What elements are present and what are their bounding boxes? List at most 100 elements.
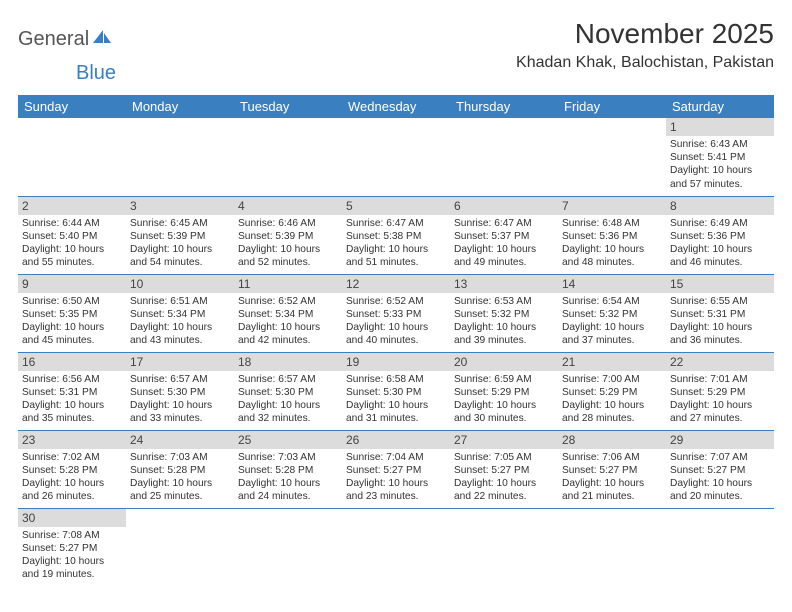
day-details: Sunrise: 6:54 AMSunset: 5:32 PMDaylight:…	[558, 293, 666, 350]
calendar-empty-cell	[558, 118, 666, 196]
calendar-day-cell: 24Sunrise: 7:03 AMSunset: 5:28 PMDayligh…	[126, 430, 234, 508]
calendar-day-cell: 4Sunrise: 6:46 AMSunset: 5:39 PMDaylight…	[234, 196, 342, 274]
calendar-row: 1Sunrise: 6:43 AMSunset: 5:41 PMDaylight…	[18, 118, 774, 196]
calendar-day-cell: 21Sunrise: 7:00 AMSunset: 5:29 PMDayligh…	[558, 352, 666, 430]
day-number: 26	[342, 431, 450, 449]
day-details: Sunrise: 6:52 AMSunset: 5:33 PMDaylight:…	[342, 293, 450, 350]
day-details: Sunrise: 6:47 AMSunset: 5:38 PMDaylight:…	[342, 215, 450, 272]
calendar-empty-cell	[126, 118, 234, 196]
day-number: 15	[666, 275, 774, 293]
calendar-day-cell: 25Sunrise: 7:03 AMSunset: 5:28 PMDayligh…	[234, 430, 342, 508]
day-details: Sunrise: 6:43 AMSunset: 5:41 PMDaylight:…	[666, 136, 774, 193]
day-details: Sunrise: 7:00 AMSunset: 5:29 PMDaylight:…	[558, 371, 666, 428]
calendar-empty-cell	[342, 118, 450, 196]
day-details: Sunrise: 7:07 AMSunset: 5:27 PMDaylight:…	[666, 449, 774, 506]
day-number: 3	[126, 197, 234, 215]
calendar-day-cell: 1Sunrise: 6:43 AMSunset: 5:41 PMDaylight…	[666, 118, 774, 196]
day-number: 17	[126, 353, 234, 371]
calendar-day-cell: 14Sunrise: 6:54 AMSunset: 5:32 PMDayligh…	[558, 274, 666, 352]
calendar-day-cell: 22Sunrise: 7:01 AMSunset: 5:29 PMDayligh…	[666, 352, 774, 430]
day-details: Sunrise: 7:02 AMSunset: 5:28 PMDaylight:…	[18, 449, 126, 506]
calendar-empty-cell	[558, 508, 666, 586]
day-details: Sunrise: 6:46 AMSunset: 5:39 PMDaylight:…	[234, 215, 342, 272]
calendar-empty-cell	[450, 508, 558, 586]
calendar-day-cell: 11Sunrise: 6:52 AMSunset: 5:34 PMDayligh…	[234, 274, 342, 352]
day-details: Sunrise: 7:04 AMSunset: 5:27 PMDaylight:…	[342, 449, 450, 506]
calendar-empty-cell	[234, 508, 342, 586]
weekday-header: Thursday	[450, 95, 558, 118]
calendar-empty-cell	[126, 508, 234, 586]
calendar-day-cell: 3Sunrise: 6:45 AMSunset: 5:39 PMDaylight…	[126, 196, 234, 274]
day-details: Sunrise: 7:03 AMSunset: 5:28 PMDaylight:…	[126, 449, 234, 506]
calendar-day-cell: 23Sunrise: 7:02 AMSunset: 5:28 PMDayligh…	[18, 430, 126, 508]
sail-icon	[91, 28, 113, 51]
weekday-header: Tuesday	[234, 95, 342, 118]
day-number: 10	[126, 275, 234, 293]
calendar-day-cell: 27Sunrise: 7:05 AMSunset: 5:27 PMDayligh…	[450, 430, 558, 508]
day-details: Sunrise: 7:01 AMSunset: 5:29 PMDaylight:…	[666, 371, 774, 428]
day-number: 14	[558, 275, 666, 293]
calendar-row: 9Sunrise: 6:50 AMSunset: 5:35 PMDaylight…	[18, 274, 774, 352]
day-number: 9	[18, 275, 126, 293]
day-details: Sunrise: 6:51 AMSunset: 5:34 PMDaylight:…	[126, 293, 234, 350]
day-details: Sunrise: 6:55 AMSunset: 5:31 PMDaylight:…	[666, 293, 774, 350]
calendar-day-cell: 9Sunrise: 6:50 AMSunset: 5:35 PMDaylight…	[18, 274, 126, 352]
weekday-header: Friday	[558, 95, 666, 118]
calendar-empty-cell	[234, 118, 342, 196]
calendar-day-cell: 2Sunrise: 6:44 AMSunset: 5:40 PMDaylight…	[18, 196, 126, 274]
calendar-day-cell: 16Sunrise: 6:56 AMSunset: 5:31 PMDayligh…	[18, 352, 126, 430]
day-number: 11	[234, 275, 342, 293]
day-details: Sunrise: 7:03 AMSunset: 5:28 PMDaylight:…	[234, 449, 342, 506]
day-number: 20	[450, 353, 558, 371]
calendar-day-cell: 6Sunrise: 6:47 AMSunset: 5:37 PMDaylight…	[450, 196, 558, 274]
weekday-header-row: Sunday Monday Tuesday Wednesday Thursday…	[18, 95, 774, 118]
location: Khadan Khak, Balochistan, Pakistan	[516, 54, 774, 72]
calendar-day-cell: 30Sunrise: 7:08 AMSunset: 5:27 PMDayligh…	[18, 508, 126, 586]
day-number: 8	[666, 197, 774, 215]
day-details: Sunrise: 7:06 AMSunset: 5:27 PMDaylight:…	[558, 449, 666, 506]
day-details: Sunrise: 6:58 AMSunset: 5:30 PMDaylight:…	[342, 371, 450, 428]
calendar-day-cell: 7Sunrise: 6:48 AMSunset: 5:36 PMDaylight…	[558, 196, 666, 274]
day-details: Sunrise: 6:59 AMSunset: 5:29 PMDaylight:…	[450, 371, 558, 428]
weekday-header: Sunday	[18, 95, 126, 118]
day-number: 12	[342, 275, 450, 293]
day-number: 5	[342, 197, 450, 215]
day-details: Sunrise: 6:50 AMSunset: 5:35 PMDaylight:…	[18, 293, 126, 350]
weekday-header: Saturday	[666, 95, 774, 118]
day-number: 1	[666, 118, 774, 136]
day-details: Sunrise: 6:49 AMSunset: 5:36 PMDaylight:…	[666, 215, 774, 272]
calendar-day-cell: 8Sunrise: 6:49 AMSunset: 5:36 PMDaylight…	[666, 196, 774, 274]
day-number: 18	[234, 353, 342, 371]
day-details: Sunrise: 6:56 AMSunset: 5:31 PMDaylight:…	[18, 371, 126, 428]
month-title: November 2025	[516, 18, 774, 50]
day-number: 21	[558, 353, 666, 371]
day-details: Sunrise: 6:48 AMSunset: 5:36 PMDaylight:…	[558, 215, 666, 272]
weekday-header: Monday	[126, 95, 234, 118]
day-number: 2	[18, 197, 126, 215]
day-number: 23	[18, 431, 126, 449]
calendar-row: 2Sunrise: 6:44 AMSunset: 5:40 PMDaylight…	[18, 196, 774, 274]
calendar-day-cell: 10Sunrise: 6:51 AMSunset: 5:34 PMDayligh…	[126, 274, 234, 352]
day-number: 6	[450, 197, 558, 215]
calendar-empty-cell	[450, 118, 558, 196]
logo-text-general: General	[18, 28, 89, 51]
day-details: Sunrise: 6:47 AMSunset: 5:37 PMDaylight:…	[450, 215, 558, 272]
day-number: 24	[126, 431, 234, 449]
title-block: November 2025 Khadan Khak, Balochistan, …	[516, 18, 774, 72]
calendar-row: 30Sunrise: 7:08 AMSunset: 5:27 PMDayligh…	[18, 508, 774, 586]
calendar-table: Sunday Monday Tuesday Wednesday Thursday…	[18, 95, 774, 586]
day-number: 22	[666, 353, 774, 371]
calendar-empty-cell	[342, 508, 450, 586]
day-number: 13	[450, 275, 558, 293]
logo: General	[18, 28, 113, 51]
calendar-day-cell: 5Sunrise: 6:47 AMSunset: 5:38 PMDaylight…	[342, 196, 450, 274]
calendar-day-cell: 18Sunrise: 6:57 AMSunset: 5:30 PMDayligh…	[234, 352, 342, 430]
calendar-day-cell: 28Sunrise: 7:06 AMSunset: 5:27 PMDayligh…	[558, 430, 666, 508]
day-details: Sunrise: 6:52 AMSunset: 5:34 PMDaylight:…	[234, 293, 342, 350]
day-number: 7	[558, 197, 666, 215]
calendar-day-cell: 26Sunrise: 7:04 AMSunset: 5:27 PMDayligh…	[342, 430, 450, 508]
day-number: 28	[558, 431, 666, 449]
calendar-day-cell: 12Sunrise: 6:52 AMSunset: 5:33 PMDayligh…	[342, 274, 450, 352]
day-number: 25	[234, 431, 342, 449]
calendar-day-cell: 15Sunrise: 6:55 AMSunset: 5:31 PMDayligh…	[666, 274, 774, 352]
